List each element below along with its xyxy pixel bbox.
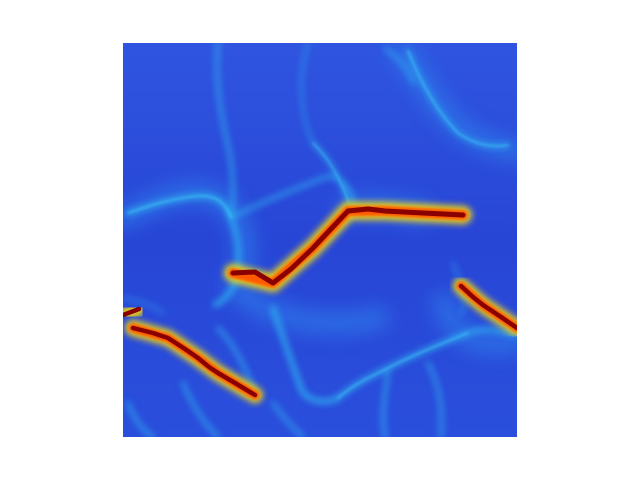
grain-boundary (229, 174, 357, 220)
crack-field-heatmap (123, 43, 517, 437)
grain-boundary (271, 401, 305, 437)
crack-right (453, 278, 517, 336)
grain-boundary (126, 401, 155, 437)
boundary-core (127, 195, 232, 219)
crack-left-lower (125, 320, 263, 403)
grain-boundary (181, 381, 220, 437)
boundary-core (312, 142, 350, 204)
grain-boundary (381, 371, 390, 437)
boundary-core (337, 332, 469, 399)
grain-boundary (212, 215, 241, 308)
grain-boundary (383, 46, 415, 85)
boundary-halo (432, 292, 517, 355)
crack-main (224, 202, 472, 292)
grain-boundary (300, 43, 315, 145)
grain-boundary (123, 296, 165, 315)
heatmap-svg (123, 43, 517, 437)
grain-boundary (215, 43, 235, 220)
grain-boundary (270, 305, 341, 404)
boundary-halo (224, 277, 389, 335)
crack-left-edge (123, 302, 146, 322)
boundary-core (407, 50, 509, 147)
grain-boundary (216, 326, 255, 390)
grain-boundary (426, 361, 444, 437)
